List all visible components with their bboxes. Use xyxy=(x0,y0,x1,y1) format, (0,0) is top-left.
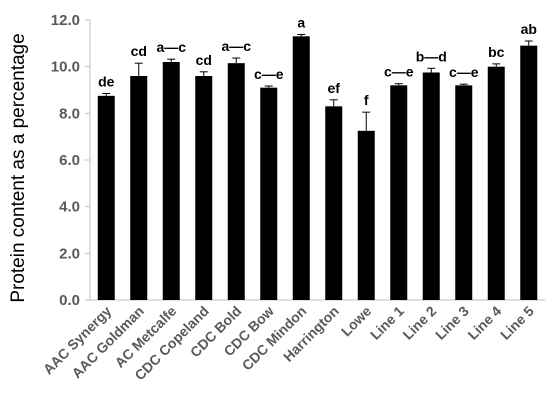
bar xyxy=(130,76,148,300)
category-label: Line 1 xyxy=(367,303,407,343)
bars xyxy=(97,36,538,301)
bar xyxy=(357,130,375,300)
significance-label: ef xyxy=(328,80,341,96)
significance-label: c—e xyxy=(449,64,479,80)
significance-label: a—c xyxy=(221,38,251,54)
significance-label: f xyxy=(364,92,369,108)
bar xyxy=(227,63,245,300)
axes xyxy=(89,20,545,301)
significance-label: a—c xyxy=(156,39,186,55)
significance-label: c—e xyxy=(254,66,284,82)
y-axis-title: Protein content as a percentage xyxy=(8,33,29,302)
y-tick-label: 8.0 xyxy=(59,105,80,122)
y-tick-label: 0.0 xyxy=(59,292,80,309)
bar xyxy=(162,62,180,300)
y-tick-label: 12.0 xyxy=(51,12,80,29)
bar xyxy=(422,72,440,300)
bar xyxy=(325,106,343,300)
category-label: Line 4 xyxy=(464,303,504,343)
bar xyxy=(455,85,473,300)
category-label: Line 2 xyxy=(399,303,439,343)
category-label: Line 3 xyxy=(432,303,472,343)
significance-label: de xyxy=(98,74,115,90)
significance-label: a xyxy=(297,14,305,30)
y-axis-title-group: Protein content as a percentage xyxy=(8,33,29,302)
y-tick-label: 6.0 xyxy=(59,152,80,169)
category-label: Line 5 xyxy=(497,303,537,343)
y-tick-label: 4.0 xyxy=(59,199,80,216)
bar xyxy=(487,66,505,301)
error-bars xyxy=(102,33,533,131)
significance-label: c—e xyxy=(384,64,414,80)
bar xyxy=(97,95,115,300)
bar xyxy=(195,76,213,300)
significance-label: cd xyxy=(196,52,212,68)
significance-label: cd xyxy=(131,43,147,59)
bar xyxy=(260,87,278,301)
bar xyxy=(390,85,408,300)
significance-label: ab xyxy=(521,21,537,37)
bar xyxy=(292,36,310,300)
bar xyxy=(520,45,538,300)
significance-label: b—d xyxy=(416,48,447,64)
y-tick-label: 2.0 xyxy=(59,245,80,262)
significance-label: bc xyxy=(488,44,505,60)
y-ticks: 0.0 2.0 4.0 6.0 8.0 10.0 12.0 xyxy=(51,12,90,309)
y-tick-label: 10.0 xyxy=(51,59,80,76)
